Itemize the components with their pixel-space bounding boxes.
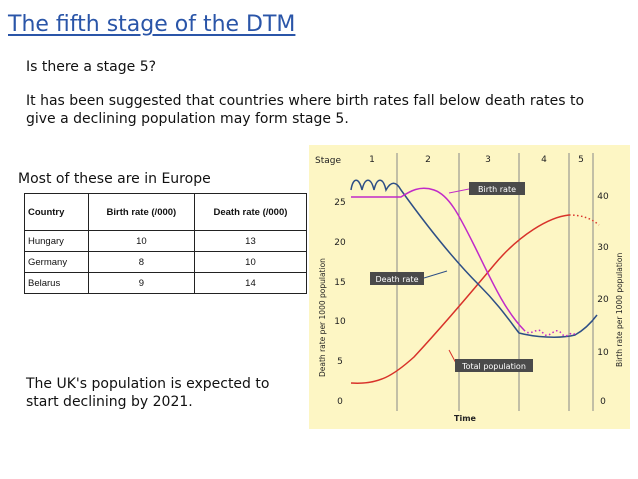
stage-number: 3 xyxy=(485,155,491,165)
cell-birth-rate: 8 xyxy=(87,251,195,273)
death-label-text: Death rate xyxy=(376,275,419,284)
cell-country: Hungary xyxy=(24,230,89,252)
stage-number: 4 xyxy=(541,155,547,165)
cell-death-rate: 14 xyxy=(193,272,308,294)
birth-rate-line xyxy=(350,187,525,331)
europe-note: Most of these are in Europe xyxy=(18,171,211,187)
right-tick: 0 xyxy=(600,397,606,407)
cell-death-rate: 13 xyxy=(193,230,308,252)
death-rate-line xyxy=(350,179,598,338)
left-tick: 10 xyxy=(334,317,346,327)
table-row: Belarus 9 14 xyxy=(24,272,308,294)
total-population-label: Total population xyxy=(448,349,533,372)
right-tick: 20 xyxy=(597,295,609,305)
left-tick: 25 xyxy=(334,198,345,208)
cell-death-rate: 10 xyxy=(193,251,308,273)
birth-label-leader xyxy=(448,188,470,194)
left-tick: 15 xyxy=(334,278,345,288)
cell-birth-rate: 9 xyxy=(87,272,195,294)
stage-number: 5 xyxy=(578,155,584,165)
left-tick: 20 xyxy=(334,238,346,248)
stage5-question: Is there a stage 5? xyxy=(26,59,157,75)
left-tick: 5 xyxy=(337,357,343,367)
stage-header-label: Stage xyxy=(315,156,341,166)
table-row: Hungary 10 13 xyxy=(24,230,308,252)
birth-label-text: Birth rate xyxy=(478,185,516,194)
total-population-projection xyxy=(568,214,600,226)
right-tick: 30 xyxy=(597,243,609,253)
cell-birth-rate: 10 xyxy=(87,230,195,252)
birth-label-box xyxy=(469,182,525,195)
total-label-text: Total population xyxy=(461,362,526,371)
left-axis-label: Death rate per 1000 population xyxy=(318,258,327,377)
left-tick: 0 xyxy=(337,397,343,407)
right-tick: 40 xyxy=(597,192,609,202)
header-country: Country xyxy=(24,193,89,231)
total-label-box xyxy=(455,359,533,372)
stage-number: 1 xyxy=(369,155,375,165)
uk-population-note: The UK's population is expected to start… xyxy=(26,376,270,410)
header-death-rate: Death rate (/000) xyxy=(193,193,308,231)
dtm-graph: Stage 1 2 3 4 5 0 5 10 15 20 25 Death ra… xyxy=(309,145,630,429)
total-population-line xyxy=(350,214,570,384)
cell-country: Germany xyxy=(24,251,89,273)
birth-rate-label: Birth rate xyxy=(448,182,525,195)
death-label-box xyxy=(370,272,424,285)
right-axis-label: Birth rate per 1000 population xyxy=(615,253,624,367)
slide-title: The fifth stage of the DTM xyxy=(8,12,296,37)
stage5-explanation: It has been suggested that countries whe… xyxy=(26,93,585,127)
right-tick: 10 xyxy=(597,348,609,358)
death-rate-label: Death rate xyxy=(370,270,448,285)
time-axis-label: Time xyxy=(454,414,477,423)
header-birth-rate: Birth rate (/000) xyxy=(87,193,195,231)
death-label-leader xyxy=(423,270,448,279)
country-rates-table: Country Birth rate (/000) Death rate (/0… xyxy=(24,193,308,294)
stage-number: 2 xyxy=(425,155,431,165)
table-row: Germany 8 10 xyxy=(24,251,308,273)
table-header-row: Country Birth rate (/000) Death rate (/0… xyxy=(24,193,308,231)
cell-country: Belarus xyxy=(24,272,89,294)
